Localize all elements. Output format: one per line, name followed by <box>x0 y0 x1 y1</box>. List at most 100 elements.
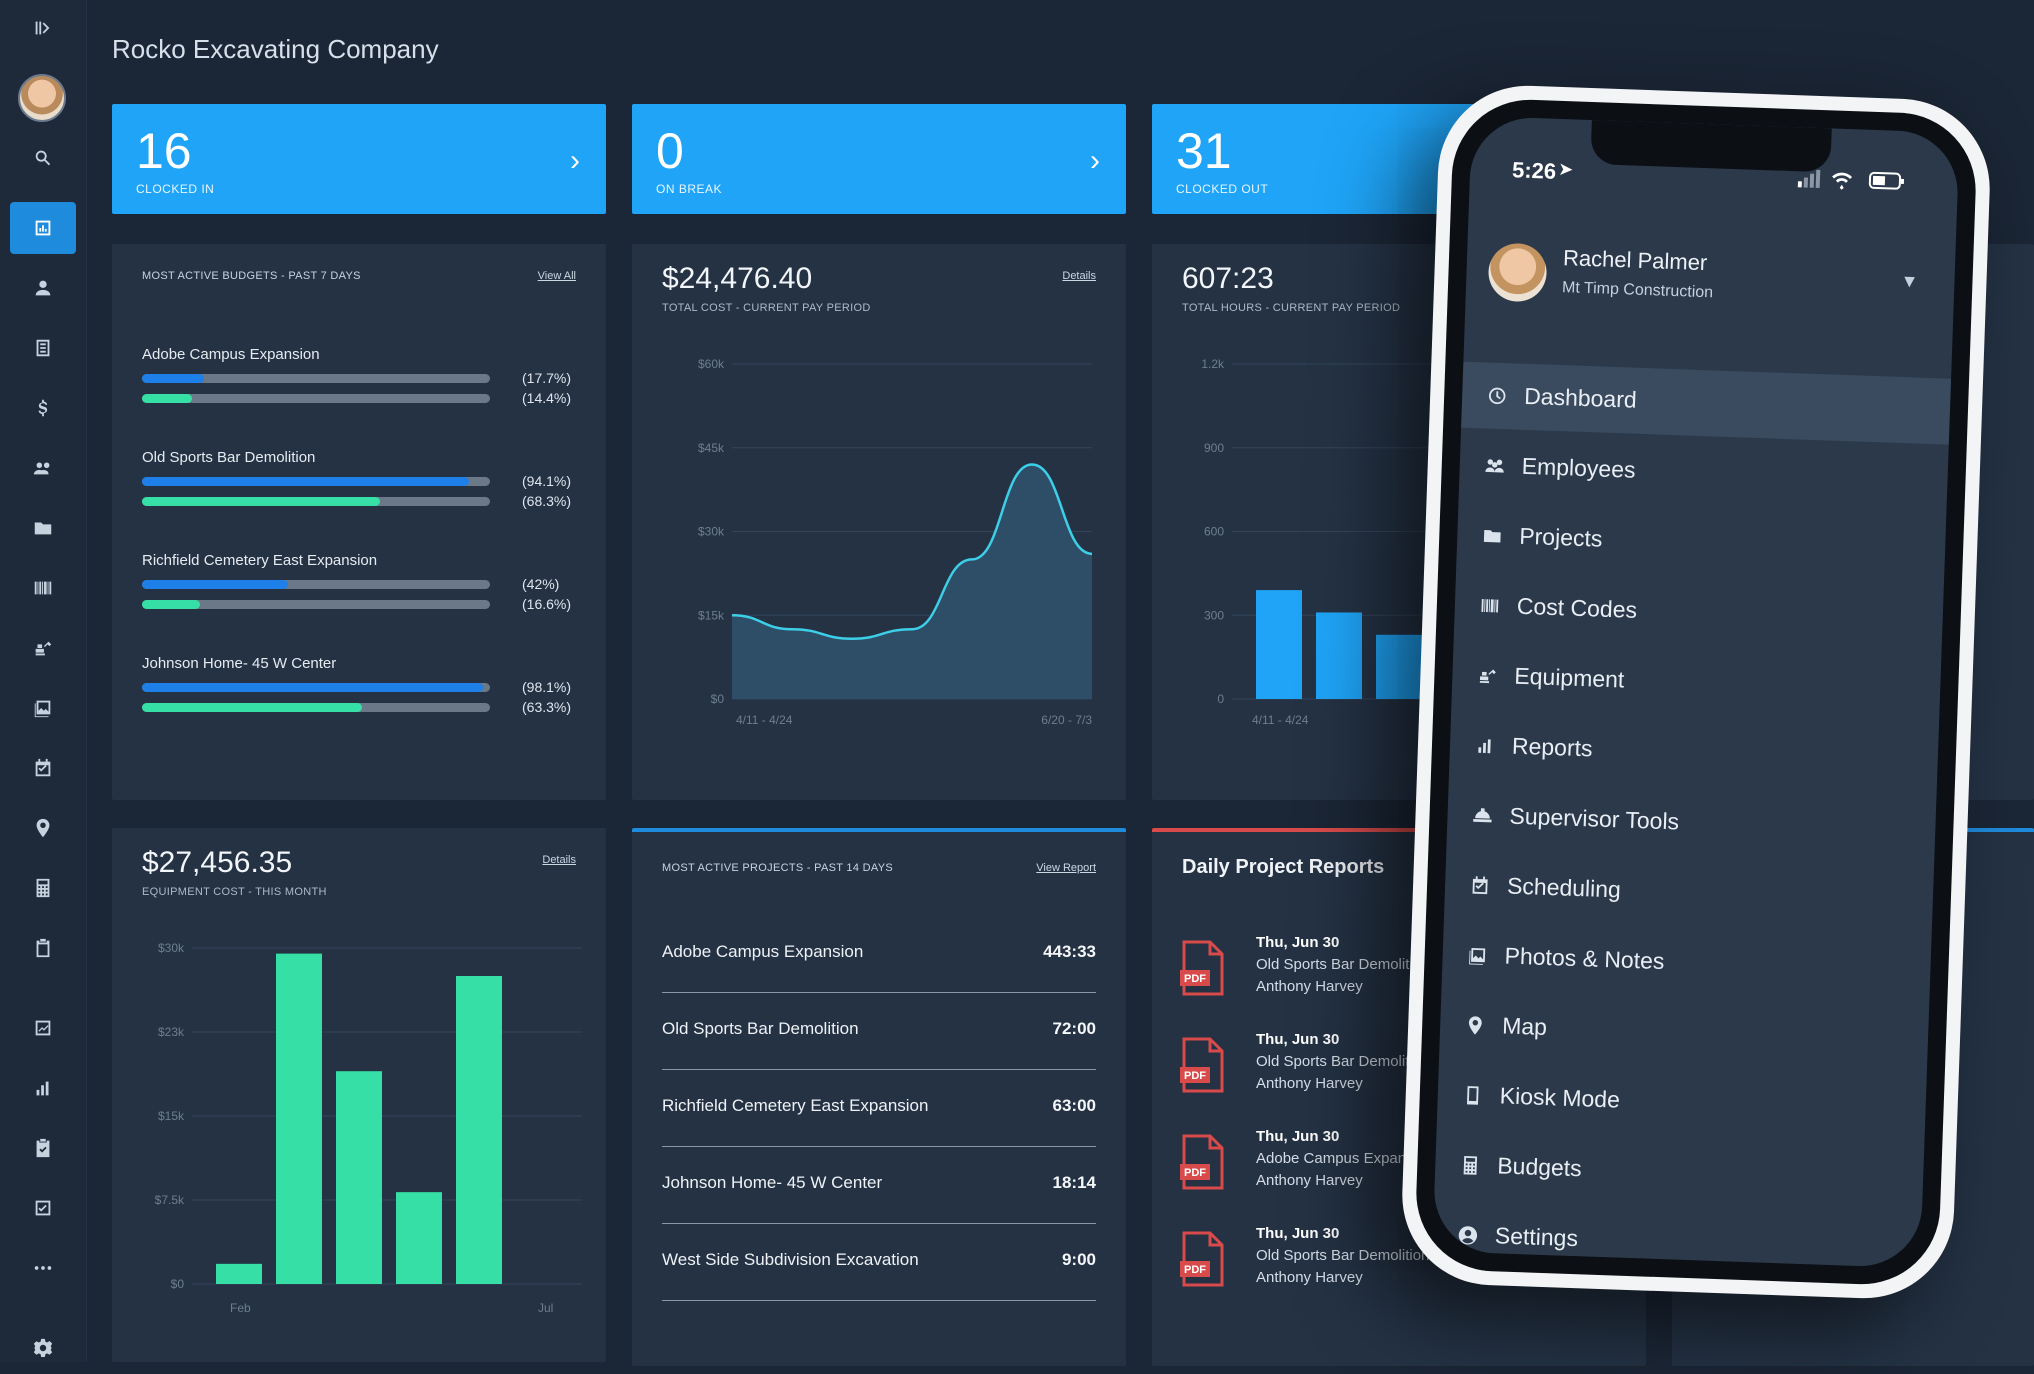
person-icon[interactable] <box>10 262 76 314</box>
project-row[interactable]: West Side Subdivision Excavation 9:00 <box>662 1224 1096 1301</box>
budget-item[interactable]: Richfield Cemetery East Expansion (42%) … <box>142 552 572 612</box>
x-tick-label: Jul <box>538 1301 553 1315</box>
menu-projects[interactable]: Projects <box>1456 502 1946 585</box>
budgets-card: MOST ACTIVE BUDGETS - PAST 7 DAYS View A… <box>112 244 606 800</box>
budget-pct: (68.3%) <box>522 493 572 509</box>
menu-label: Kiosk Mode <box>1499 1082 1621 1113</box>
location-arrow-icon: ➤ <box>1557 158 1574 180</box>
budget-pct: (16.6%) <box>522 596 572 612</box>
chevron-right-icon[interactable]: › <box>570 144 580 177</box>
menu-employees[interactable]: Employees <box>1459 432 1949 515</box>
on-break-card[interactable]: 0 ON BREAK › <box>632 104 1126 214</box>
chart-line-icon[interactable] <box>10 1002 76 1054</box>
checkbox-icon[interactable] <box>10 1182 76 1234</box>
document-icon[interactable] <box>10 322 76 374</box>
menu-scheduling[interactable]: Scheduling <box>1444 851 1934 934</box>
menu-budgets[interactable]: Budgets <box>1434 1131 1924 1214</box>
pdf-icon: PDF <box>1180 1134 1226 1190</box>
clocked-in-card[interactable]: 16 CLOCKED IN › <box>112 104 606 214</box>
budget-pct: (98.1%) <box>522 679 572 695</box>
clipboard-check-icon[interactable] <box>10 1122 76 1174</box>
chevron-down-icon[interactable]: ▼ <box>1900 270 1919 292</box>
hours-bar <box>1316 612 1362 699</box>
report-project: Old Sports Bar Demolitio <box>1256 956 1422 973</box>
project-row[interactable]: Old Sports Bar Demolition 72:00 <box>662 993 1096 1070</box>
menu-reports[interactable]: Reports <box>1449 711 1939 794</box>
view-report-link[interactable]: View Report <box>1036 862 1096 874</box>
budget-bar-fill <box>142 703 363 712</box>
budget-bar <box>142 374 490 383</box>
total-cost-label: TOTAL COST - CURRENT PAY PERIOD <box>662 302 871 314</box>
menu-dashboard[interactable]: Dashboard <box>1461 361 1952 445</box>
barcode-icon[interactable] <box>10 562 76 614</box>
report-project: Old Sports Bar Demolitio <box>1256 1053 1422 1070</box>
budget-item[interactable]: Johnson Home- 45 W Center (98.1%) (63.3%… <box>142 655 572 715</box>
bar-chart-icon[interactable] <box>10 1062 76 1114</box>
user-avatar[interactable] <box>1487 242 1548 303</box>
phone-notch <box>1590 120 1832 173</box>
menu-photos-notes[interactable]: Photos & Notes <box>1442 921 1932 1004</box>
menu-equipment[interactable]: Equipment <box>1451 642 1941 725</box>
budget-item[interactable]: Old Sports Bar Demolition (94.1%) (68.3%… <box>142 449 572 509</box>
details-link[interactable]: Details <box>1062 270 1096 282</box>
budget-bar <box>142 683 490 692</box>
project-row[interactable]: Johnson Home- 45 W Center 18:14 <box>662 1147 1096 1224</box>
phone-screen: 5:26 ➤ Rachel Palmer Mt Timp Constructio… <box>1432 115 1960 1269</box>
menu-map[interactable]: Map <box>1439 991 1929 1074</box>
tablet-icon <box>1461 1084 1484 1107</box>
calendar-check-icon[interactable] <box>10 742 76 794</box>
location-pin-icon[interactable] <box>10 802 76 854</box>
budget-bar-fill <box>142 683 484 692</box>
report-date: Thu, Jun 30 <box>1256 934 1340 951</box>
menu-cost-codes[interactable]: Cost Codes <box>1454 572 1944 655</box>
y-tick-label: $15k <box>158 1109 185 1123</box>
folder-icon[interactable] <box>10 502 76 554</box>
menu-kiosk-mode[interactable]: Kiosk Mode <box>1437 1061 1927 1144</box>
avatar[interactable] <box>18 74 66 122</box>
pdf-icon: PDF <box>1180 1037 1226 1093</box>
dollar-icon[interactable] <box>10 382 76 434</box>
report-project: Adobe Campus Expansio <box>1256 1150 1426 1167</box>
budget-name: Johnson Home- 45 W Center <box>142 655 337 672</box>
budget-item[interactable]: Adobe Campus Expansion (17.7%) (14.4%) <box>142 346 572 406</box>
budget-pct: (14.4%) <box>522 390 572 406</box>
group-icon[interactable] <box>10 442 76 494</box>
svg-text:PDF: PDF <box>1184 1070 1206 1082</box>
search-icon[interactable] <box>10 132 76 184</box>
svg-text:PDF: PDF <box>1184 973 1206 985</box>
report-item[interactable]: PDF Thu, Jun 30 Adobe Campus Expansio An… <box>1180 1128 1440 1218</box>
details-link[interactable]: Details <box>542 854 576 866</box>
project-row[interactable]: Adobe Campus Expansion 443:33 <box>662 916 1096 993</box>
y-tick-label: $0 <box>711 692 725 706</box>
excavator-icon[interactable] <box>10 622 76 674</box>
more-icon[interactable] <box>10 1242 76 1294</box>
collapse-icon[interactable] <box>10 2 76 54</box>
menu-label: Supervisor Tools <box>1509 802 1680 835</box>
clocked-in-label: CLOCKED IN <box>136 182 215 196</box>
photo-icon[interactable] <box>10 682 76 734</box>
y-tick-label: $7.5k <box>155 1193 185 1207</box>
area-fill <box>732 464 1092 699</box>
total-hours-label: TOTAL HOURS - CURRENT PAY PERIOD <box>1182 302 1401 314</box>
project-row[interactable]: Richfield Cemetery East Expansion 63:00 <box>662 1070 1096 1147</box>
phone-time: 5:26 <box>1511 157 1557 184</box>
x-tick-label: 4/11 - 4/24 <box>736 713 793 727</box>
dashboard-icon[interactable] <box>10 202 76 254</box>
budget-bar-fill <box>142 374 204 383</box>
report-item[interactable]: PDF Thu, Jun 30 Old Sports Bar Demolitio… <box>1180 934 1440 1024</box>
gear-icon[interactable] <box>10 1322 76 1374</box>
report-item[interactable]: PDF Thu, Jun 30 Old Sports Bar Demolitio… <box>1180 1225 1440 1315</box>
equipment-cost-value: $27,456.35 <box>142 846 293 879</box>
menu-supervisor-tools[interactable]: Supervisor Tools <box>1446 781 1936 864</box>
calculator-icon[interactable] <box>10 862 76 914</box>
clipboard-icon[interactable] <box>10 922 76 974</box>
menu-settings[interactable]: Settings <box>1432 1201 1921 1268</box>
menu-label: Scheduling <box>1506 872 1622 903</box>
view-all-link[interactable]: View All <box>537 270 576 282</box>
chevron-right-icon[interactable]: › <box>1090 144 1100 177</box>
project-hours: 72:00 <box>1052 1019 1096 1038</box>
area-line <box>731 463 1093 640</box>
report-item[interactable]: PDF Thu, Jun 30 Old Sports Bar Demolitio… <box>1180 1031 1440 1121</box>
daily-reports-title: Daily Project Reports <box>1182 856 1385 878</box>
y-tick-label: 1.2k <box>1201 357 1225 371</box>
